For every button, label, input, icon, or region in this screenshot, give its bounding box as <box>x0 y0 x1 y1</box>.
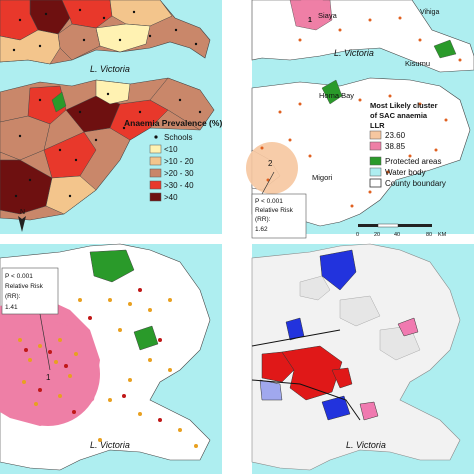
place-label-migori: Migori <box>312 173 333 182</box>
protected-swatch <box>369 156 382 166</box>
panel-c-protected-area <box>133 325 159 351</box>
panel-b-callout-line4: 1.62 <box>255 226 268 233</box>
panel-b-protected-area <box>433 39 457 59</box>
panel-d-hotspot-light <box>397 317 419 337</box>
boundary-label: County boundary <box>385 179 446 188</box>
protected-label: Protected areas <box>385 157 441 166</box>
panel-c-callout-line4: 1.41 <box>5 304 18 311</box>
place-label-kisumu: Kisumu <box>405 59 430 68</box>
panel-b-callout-line3: (RR): <box>255 216 271 223</box>
panel-b-callout-leader <box>261 171 275 195</box>
panel-a-district <box>95 79 131 105</box>
panel-a-legend-title: Anaemia Prevalence (%) <box>124 118 222 128</box>
panel-a-district <box>27 85 67 125</box>
panel-d-lake-label: L. Victoria <box>346 440 386 450</box>
panel-d-coldspot-light <box>259 379 283 401</box>
panel-d-coldspot <box>321 395 351 421</box>
panel-b-cluster-1-circle <box>296 0 328 28</box>
llr-label-1: 23.60 <box>385 131 406 140</box>
panel-d-district <box>299 275 331 301</box>
panel-b-legend-title-line1: Most Likely cluster <box>370 101 438 110</box>
panel-b-cluster-number-2: 2 <box>268 159 273 168</box>
panel-a-protected-area <box>51 91 67 113</box>
north-arrow-label: N <box>20 209 25 216</box>
panel-b-callout-line2: Relative Risk <box>255 207 294 214</box>
panel-b-legend: Most Likely cluster of SAC anaemia LLR 2… <box>369 101 446 188</box>
panel-b-legend-title-line3: LLR <box>370 121 385 130</box>
panel-d-hotspot <box>281 345 343 401</box>
panel-d-landmass <box>251 243 461 471</box>
scale-tick-40: 40 <box>394 232 400 238</box>
panel-a-district <box>0 29 61 65</box>
school-point-icon <box>154 135 158 139</box>
boundary-swatch <box>369 178 382 188</box>
panel-a: L. Victoria Anaemia Prevalence (%) Schoo… <box>0 0 222 234</box>
panel-c-cluster-number: 1 <box>46 373 51 382</box>
legend-label-1: <10 <box>164 145 178 154</box>
scale-bar: 0 20 40 80 KM <box>356 223 447 238</box>
panel-a-legend: Anaemia Prevalence (%) Schools <10 >10 -… <box>124 118 222 202</box>
panel-a-district <box>149 77 215 131</box>
panel-a-lake-label: L. Victoria <box>90 64 130 74</box>
panel-c-callout-line3: (RR): <box>5 293 21 300</box>
panel-c-school-points <box>18 298 198 448</box>
scale-tick-80: 80 <box>426 232 432 238</box>
panel-c-cluster-circle <box>0 322 100 426</box>
panel-d-coldspot <box>285 317 305 341</box>
llr-swatch-1 <box>369 130 382 140</box>
legend-label-2: >10 - 20 <box>164 157 194 166</box>
panel-b-protected-area <box>321 79 343 105</box>
place-label-homa-bay: Homa Bay <box>319 91 354 100</box>
panel-c-lake-label: L. Victoria <box>90 440 130 450</box>
panel-d-hotspot <box>261 351 295 383</box>
place-label-siaya: Siaya <box>318 11 338 20</box>
legend-label-3: >20 - 30 <box>164 169 194 178</box>
panel-a-legend-schools: Schools <box>164 133 192 142</box>
panel-d-hotspot <box>331 367 353 389</box>
legend-label-5: >40 <box>164 193 178 202</box>
scale-tick-20: 20 <box>374 232 380 238</box>
panel-c-callout-line1: P < 0.001 <box>5 273 33 280</box>
panel-b-cluster-number-1: 1 <box>308 17 312 24</box>
panel-c-protected-area <box>89 249 135 283</box>
llr-swatch-2 <box>369 141 382 151</box>
panel-c-school-points-red <box>24 288 162 422</box>
panel-c-callout-line2: Relative Risk <box>5 283 44 290</box>
legend-swatch-2 <box>149 156 162 166</box>
panel-b-callout-box <box>251 193 307 239</box>
panel-a-school-points <box>12 8 202 198</box>
legend-label-4: >30 - 40 <box>164 181 194 190</box>
legend-swatch-5 <box>149 192 162 202</box>
water-swatch <box>369 167 382 177</box>
scale-tick-0: 0 <box>356 232 359 238</box>
panel-b: Siaya Vihiga Kisumu Homa Bay Migori L. V… <box>246 0 474 239</box>
panel-a-district <box>45 175 97 215</box>
place-label-vihiga: Vihiga <box>420 9 439 16</box>
panel-d-coldspot <box>319 249 357 291</box>
legend-swatch-4 <box>149 180 162 190</box>
panel-b-callout-line1: P < 0.001 <box>255 198 283 205</box>
panel-b-cluster-2-circle <box>246 142 298 194</box>
panel-d-hotspot-light <box>359 401 379 421</box>
north-arrow-icon: N <box>18 209 26 232</box>
panel-c: 1 L. Victoria P < 0.001 Relative Risk (R… <box>0 243 222 474</box>
panel-d: L. Victoria <box>251 243 474 474</box>
legend-swatch-1 <box>149 144 162 154</box>
panel-c-callout-leader <box>39 313 51 371</box>
legend-swatch-3 <box>149 168 162 178</box>
panel-b-legend-title-line2: of SAC anaemia <box>370 111 428 120</box>
panel-d-county-boundary <box>251 329 361 421</box>
llr-label-2: 38.85 <box>385 142 406 151</box>
panel-c-callout-box <box>1 267 59 315</box>
water-label: Water body <box>385 168 426 177</box>
scale-unit: KM <box>438 232 447 238</box>
panel-d-district <box>339 295 381 327</box>
panel-a-district <box>43 131 97 179</box>
panel-b-lake-label: L. Victoria <box>334 48 374 58</box>
